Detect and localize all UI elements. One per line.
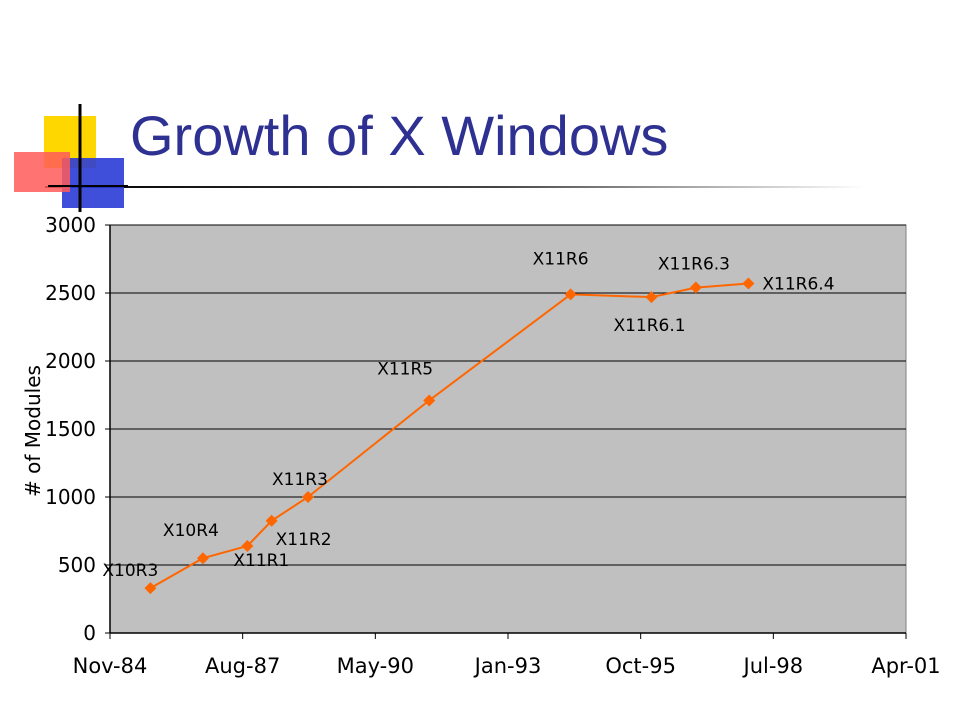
data-point-label: X11R6.1 bbox=[613, 316, 685, 336]
data-point-marker bbox=[423, 394, 436, 407]
data-point-marker bbox=[645, 291, 658, 304]
y-tick-label: 2000 bbox=[45, 349, 96, 373]
y-tick-label: 1500 bbox=[45, 417, 96, 441]
data-point-marker bbox=[144, 582, 157, 595]
y-tick-label: 2500 bbox=[45, 281, 96, 305]
decorative-logo bbox=[14, 104, 128, 212]
y-tick-label: 1000 bbox=[45, 485, 96, 509]
data-point-marker bbox=[689, 281, 702, 294]
data-point-label: X10R4 bbox=[163, 521, 219, 541]
logo-blue-square bbox=[62, 158, 124, 208]
y-tick-label: 500 bbox=[58, 553, 96, 577]
data-point-label: X10R3 bbox=[102, 561, 158, 581]
data-point-marker bbox=[265, 514, 278, 527]
data-point-label: X11R2 bbox=[276, 530, 332, 550]
data-point-label: X11R6.4 bbox=[762, 274, 834, 294]
title-divider bbox=[45, 186, 865, 188]
slide-title: Growth of X Windows bbox=[130, 104, 669, 167]
x-tick-label: Oct-95 bbox=[605, 654, 676, 678]
x-tick-label: Jan-93 bbox=[473, 654, 542, 678]
x-tick-label: Jul-98 bbox=[742, 654, 804, 678]
data-point-label: X11R6 bbox=[533, 249, 589, 269]
x-tick-label: May-90 bbox=[337, 654, 414, 678]
data-point-marker bbox=[301, 491, 314, 503]
data-point-label: X11R1 bbox=[233, 551, 289, 571]
data-point-marker bbox=[241, 539, 254, 552]
x-tick-label: Aug-87 bbox=[205, 654, 280, 678]
y-tick-label: 3000 bbox=[45, 213, 96, 237]
y-tick-label: 0 bbox=[83, 621, 96, 645]
data-point-marker bbox=[196, 552, 209, 565]
data-point-marker bbox=[564, 288, 577, 301]
data-point-marker bbox=[742, 277, 755, 290]
x-tick-label: Apr-01 bbox=[871, 654, 940, 678]
y-axis-label: # of Modules bbox=[21, 365, 45, 497]
data-point-label: X11R5 bbox=[377, 359, 433, 379]
x-tick-label: Nov-84 bbox=[73, 654, 148, 678]
data-point-label: X11R3 bbox=[272, 470, 328, 490]
modules-series-line bbox=[149, 282, 749, 589]
data-point-label: X11R6.3 bbox=[658, 255, 730, 275]
